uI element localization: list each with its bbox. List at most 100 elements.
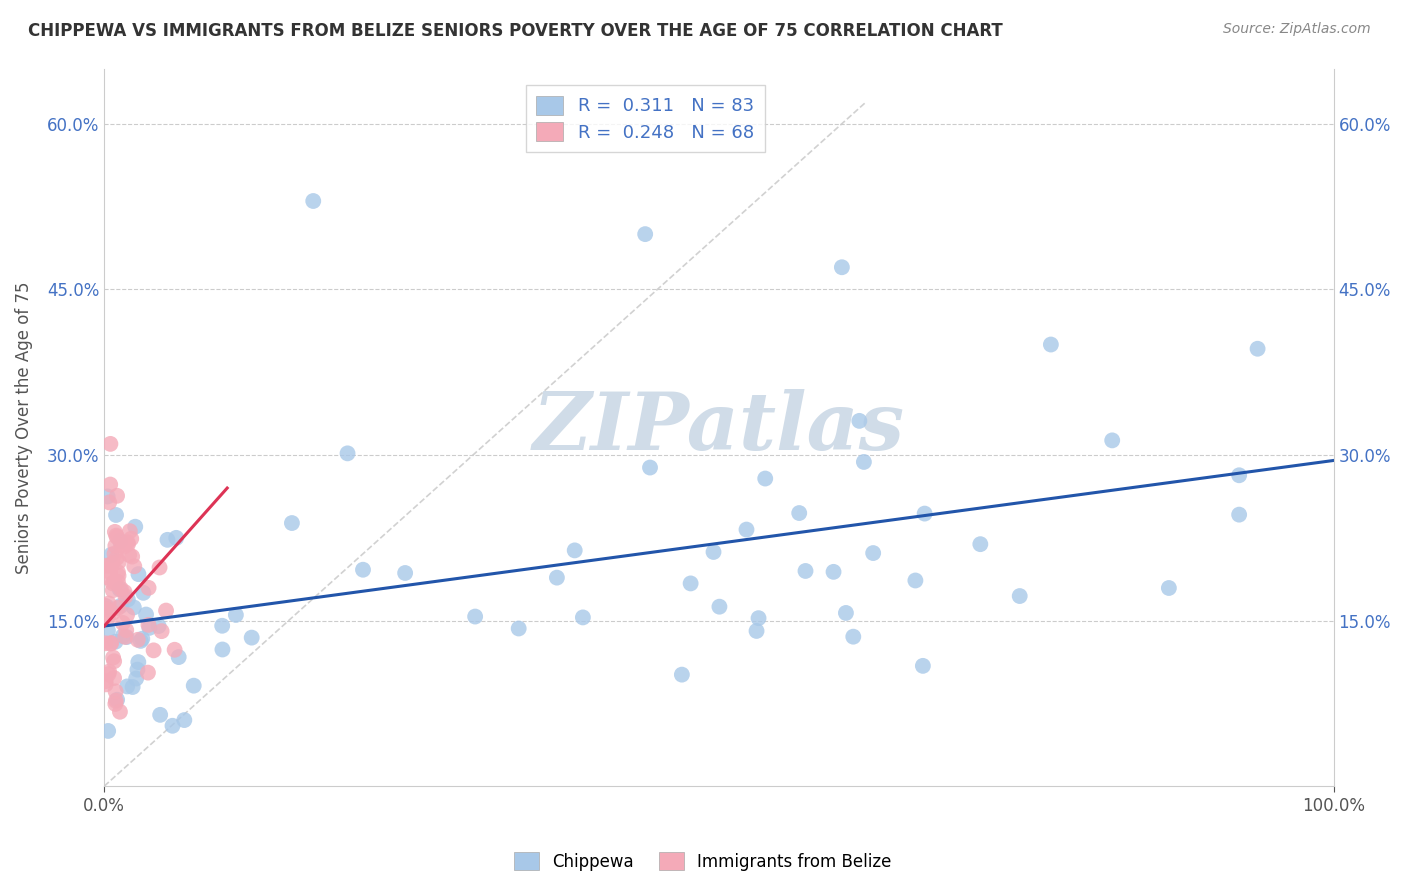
Point bbox=[148, 560, 170, 574]
Point bbox=[115, 630, 138, 644]
Point bbox=[167, 650, 190, 665]
Point bbox=[679, 576, 702, 591]
Point bbox=[114, 589, 136, 603]
Point bbox=[100, 636, 122, 650]
Point bbox=[136, 665, 159, 680]
Point bbox=[94, 602, 117, 616]
Point bbox=[150, 624, 173, 639]
Point bbox=[127, 567, 149, 582]
Point bbox=[121, 680, 143, 694]
Point bbox=[117, 537, 139, 551]
Point bbox=[114, 585, 136, 599]
Point bbox=[127, 632, 149, 647]
Point bbox=[114, 630, 136, 644]
Point bbox=[745, 624, 768, 638]
Point bbox=[852, 455, 875, 469]
Point bbox=[97, 490, 120, 504]
Point bbox=[1101, 434, 1123, 448]
Point bbox=[110, 538, 132, 552]
Point bbox=[108, 582, 131, 597]
Point bbox=[108, 534, 131, 549]
Point bbox=[842, 630, 865, 644]
Point bbox=[101, 576, 124, 591]
Point bbox=[103, 574, 125, 589]
Point bbox=[97, 611, 120, 625]
Point bbox=[97, 667, 120, 681]
Point bbox=[98, 665, 121, 679]
Point bbox=[823, 565, 845, 579]
Legend: R =  0.311   N = 83, R =  0.248   N = 68: R = 0.311 N = 83, R = 0.248 N = 68 bbox=[526, 85, 765, 153]
Legend: Chippewa, Immigrants from Belize: Chippewa, Immigrants from Belize bbox=[506, 844, 900, 880]
Point bbox=[94, 677, 117, 691]
Point bbox=[104, 539, 127, 553]
Point bbox=[108, 705, 131, 719]
Point bbox=[104, 684, 127, 698]
Point bbox=[211, 619, 233, 633]
Point bbox=[702, 545, 724, 559]
Point bbox=[105, 551, 128, 566]
Point bbox=[104, 634, 127, 648]
Point bbox=[638, 460, 661, 475]
Point bbox=[100, 636, 122, 650]
Point bbox=[127, 655, 149, 669]
Point bbox=[848, 414, 870, 428]
Point bbox=[336, 446, 359, 460]
Point bbox=[911, 658, 934, 673]
Point bbox=[103, 654, 125, 668]
Point bbox=[132, 586, 155, 600]
Point bbox=[564, 543, 586, 558]
Point bbox=[120, 532, 142, 546]
Point bbox=[96, 570, 118, 584]
Point bbox=[97, 597, 120, 611]
Point bbox=[118, 524, 141, 538]
Point bbox=[112, 540, 135, 554]
Point bbox=[98, 565, 121, 579]
Point bbox=[105, 692, 128, 706]
Point bbox=[831, 260, 853, 275]
Point bbox=[138, 621, 160, 635]
Point bbox=[914, 507, 936, 521]
Point bbox=[117, 592, 139, 607]
Point bbox=[104, 524, 127, 539]
Point bbox=[111, 615, 134, 630]
Point bbox=[165, 531, 187, 545]
Point bbox=[94, 558, 117, 573]
Point bbox=[96, 599, 118, 614]
Point bbox=[117, 535, 139, 549]
Point bbox=[835, 606, 858, 620]
Point bbox=[148, 619, 170, 633]
Point bbox=[104, 694, 127, 708]
Point bbox=[1227, 508, 1250, 522]
Point bbox=[107, 565, 129, 579]
Point bbox=[122, 600, 145, 615]
Point bbox=[508, 622, 530, 636]
Point bbox=[546, 571, 568, 585]
Point bbox=[634, 227, 657, 241]
Point bbox=[100, 558, 122, 573]
Point bbox=[103, 547, 125, 561]
Point bbox=[794, 564, 817, 578]
Point bbox=[107, 574, 129, 589]
Point bbox=[101, 650, 124, 665]
Point bbox=[281, 516, 304, 530]
Point bbox=[1157, 581, 1180, 595]
Point bbox=[105, 530, 128, 544]
Point bbox=[163, 642, 186, 657]
Point bbox=[105, 489, 128, 503]
Point bbox=[100, 437, 122, 451]
Point bbox=[97, 723, 120, 738]
Point bbox=[93, 599, 115, 613]
Point bbox=[129, 633, 152, 648]
Point bbox=[394, 566, 416, 580]
Point bbox=[183, 679, 205, 693]
Text: ZIPatlas: ZIPatlas bbox=[533, 389, 905, 467]
Point bbox=[125, 672, 148, 686]
Point bbox=[111, 629, 134, 643]
Point bbox=[211, 642, 233, 657]
Point bbox=[115, 607, 138, 622]
Point bbox=[131, 632, 153, 646]
Point bbox=[135, 607, 157, 622]
Point bbox=[105, 528, 128, 542]
Point bbox=[107, 568, 129, 582]
Point bbox=[94, 636, 117, 650]
